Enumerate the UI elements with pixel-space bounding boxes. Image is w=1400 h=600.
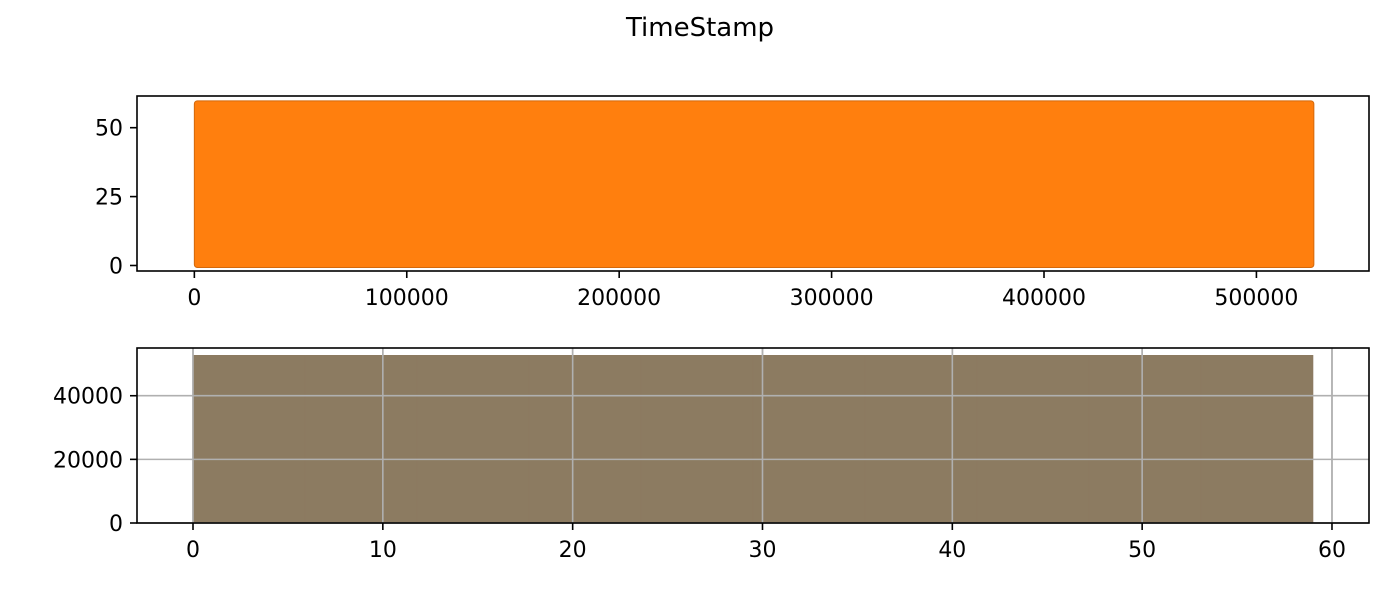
bottom-ytick-label: 0 [109,512,123,537]
bottom-xtick-label: 50 [1128,538,1156,563]
bottom-ytick-label: 20000 [53,448,123,473]
top-xtick-label: 0 [187,286,201,311]
histogram-bar [1200,355,1314,524]
histogram-bar [528,355,642,524]
top-ytick-label: 0 [109,254,123,279]
bottom-xtick-label: 40 [938,538,966,563]
bottom-xtick-label: 60 [1318,538,1346,563]
histogram-bar [304,355,418,524]
bottom-xtick-label: 20 [559,538,587,563]
bottom-xtick-label: 10 [369,538,397,563]
figure-title: TimeStamp [625,13,774,43]
histogram-bar [752,355,866,524]
timestamp-histogram-chart: 0 10 20 30 40 50 60 0 20000 40000 [53,347,1370,563]
bottom-xtick-label: 0 [186,538,200,563]
top-axes-frame [136,95,1370,272]
timestamp-scatter-chart: 0 100000 200000 300000 400000 500000 0 25 50 [95,95,1370,311]
top-xtick-label: 200000 [577,286,661,311]
histogram-bar [416,355,530,524]
top-xtick-label: 400000 [1002,286,1086,311]
top-ytick-label: 50 [95,117,123,142]
bottom-ytick-label: 40000 [53,385,123,410]
bottom-axes-frame [136,347,1370,524]
histogram-bar [864,355,978,524]
top-xtick-label: 500000 [1214,286,1298,311]
timestamp-points-band [193,100,1315,268]
top-xtick-label: 300000 [790,286,874,311]
top-xtick-label: 100000 [365,286,449,311]
histogram-bar [192,355,306,524]
top-ytick-label: 25 [95,186,123,211]
histogram-bar [640,355,754,524]
histogram-bar [976,355,1090,524]
bottom-xtick-label: 30 [748,538,776,563]
histogram-bar [1088,355,1202,524]
